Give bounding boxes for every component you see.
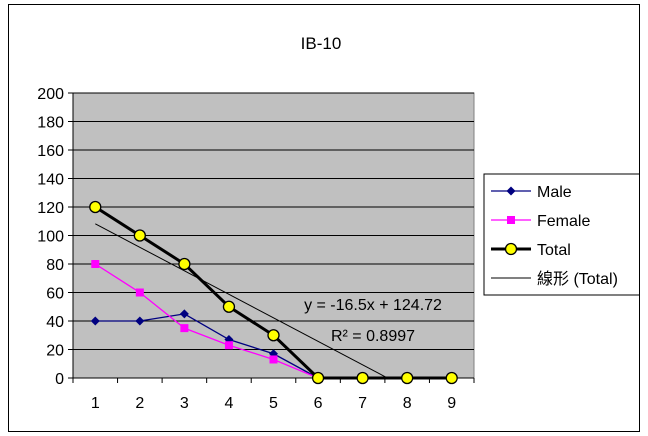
marker-diamond — [90, 316, 100, 326]
line-chart: IB-10 0 20 40 60 80 100 120 140 160 180 200 1 2 3 4 5 6 7… — [37, 34, 641, 412]
series-line-female — [94, 263, 319, 379]
y-tick-label: 140 — [37, 172, 64, 189]
y-tick-label: 200 — [37, 86, 64, 103]
marker-diamond — [179, 309, 189, 319]
axes: 0 20 40 60 80 100 120 140 160 180 200 1 2 3 4 5 6 7 8 9 — [37, 86, 475, 412]
marker-circle — [356, 371, 369, 385]
marker-circle — [89, 200, 102, 214]
marker-square — [269, 355, 278, 364]
marker-square — [180, 324, 189, 333]
marker-circle — [401, 371, 414, 385]
legend-label: 線形 (Total) — [537, 270, 618, 288]
legend-label: Male — [537, 184, 572, 201]
x-tick-label: 5 — [269, 395, 278, 412]
x-tick-label: 9 — [447, 395, 456, 412]
trendline-r-squared: R² = 0.8997 — [331, 328, 415, 345]
marker-square — [135, 288, 144, 297]
marker-circle — [267, 329, 280, 342]
y-tick-label: 60 — [46, 286, 64, 303]
y-tick-label: 100 — [37, 229, 64, 246]
legend-label: Total — [537, 242, 571, 259]
marker-square — [224, 341, 233, 350]
x-tick-label: 8 — [403, 395, 412, 412]
x-tick-label: 4 — [224, 395, 233, 412]
y-tick-label: 40 — [46, 314, 64, 331]
x-tick-label: 7 — [358, 395, 367, 412]
legend: Male Female Total 線形 (Total) — [483, 173, 641, 296]
y-tick-label: 20 — [46, 343, 64, 360]
trendline-layer — [95, 223, 388, 379]
y-tick-label: 80 — [46, 257, 64, 274]
marker-diamond — [506, 186, 516, 196]
x-tick-label: 3 — [180, 395, 189, 412]
trendline-equation: y = -16.5x + 124.72 — [304, 297, 442, 314]
marker-square — [91, 260, 100, 268]
y-tick-label: 180 — [37, 115, 64, 132]
chart-frame: IB-10 0 20 40 60 80 100 120 140 160 180 200 1 2 3 4 5 6 7… — [8, 4, 641, 432]
x-tick-label: 6 — [314, 395, 323, 412]
marker-circle — [311, 371, 325, 385]
marker-circle — [445, 371, 458, 385]
trendline — [95, 223, 388, 379]
marker-square — [507, 216, 515, 224]
y-tick-label: 160 — [37, 143, 64, 160]
marker-diamond — [135, 316, 145, 326]
x-tick-label: 2 — [135, 395, 144, 412]
marker-circle — [222, 300, 236, 313]
series-layer — [89, 200, 458, 385]
chart-title: IB-10 — [301, 34, 342, 53]
marker-circle — [133, 229, 146, 242]
marker-circle — [504, 242, 518, 256]
series-line-male — [95, 313, 319, 379]
y-tick-label: 120 — [37, 200, 64, 217]
x-tick-label: 1 — [91, 395, 100, 412]
y-tick-label: 0 — [55, 371, 64, 388]
legend-label: Female — [537, 213, 590, 230]
marker-circle — [178, 257, 191, 271]
